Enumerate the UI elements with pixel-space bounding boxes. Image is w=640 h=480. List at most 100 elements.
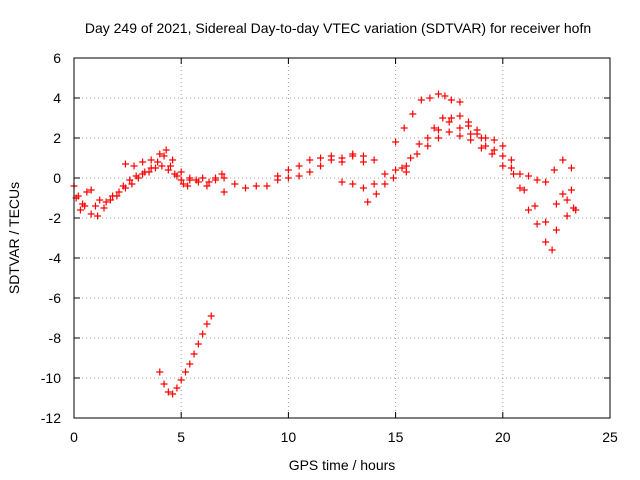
data-point bbox=[203, 182, 211, 190]
data-point bbox=[94, 212, 102, 220]
data-point bbox=[441, 92, 449, 100]
tick-layer: 0 5 10 15 20 25 -12 -10 -8 -6 -4 -2 0 2 4 6 bbox=[41, 50, 618, 445]
data-point bbox=[456, 112, 464, 120]
data-point bbox=[171, 170, 179, 178]
data-point bbox=[490, 146, 498, 154]
data-point bbox=[510, 170, 518, 178]
data-point bbox=[121, 160, 129, 168]
series-track-a bbox=[70, 152, 226, 210]
y-tick-label: -12 bbox=[41, 410, 61, 426]
data-point bbox=[572, 206, 580, 214]
data-point bbox=[87, 210, 95, 218]
data-point bbox=[542, 238, 550, 246]
data-point bbox=[426, 94, 434, 102]
data-point bbox=[102, 198, 110, 206]
data-point bbox=[372, 190, 380, 198]
data-point bbox=[507, 156, 515, 164]
data-point bbox=[220, 174, 228, 182]
series-track-k bbox=[552, 186, 580, 214]
x-tick-label: 5 bbox=[177, 429, 185, 445]
data-point bbox=[203, 320, 211, 328]
data-point bbox=[231, 180, 239, 188]
data-point bbox=[139, 170, 147, 178]
data-point bbox=[415, 140, 423, 148]
data-point bbox=[507, 164, 515, 172]
y-tick-label: -6 bbox=[49, 290, 62, 306]
data-point bbox=[349, 150, 357, 158]
data-point bbox=[447, 96, 455, 104]
series-track-f bbox=[338, 166, 410, 192]
data-point bbox=[424, 134, 432, 142]
data-point bbox=[177, 376, 185, 384]
data-point bbox=[434, 90, 442, 98]
data-point bbox=[488, 150, 496, 158]
data-point bbox=[548, 246, 556, 254]
data-point bbox=[559, 156, 567, 164]
data-point bbox=[218, 170, 226, 178]
data-point bbox=[242, 184, 250, 192]
data-point bbox=[113, 192, 121, 200]
data-point bbox=[563, 196, 571, 204]
x-tick-label: 15 bbox=[388, 429, 404, 445]
data-point bbox=[389, 174, 397, 182]
data-point bbox=[392, 166, 400, 174]
data-point bbox=[284, 166, 292, 174]
data-point bbox=[338, 178, 346, 186]
data-point bbox=[359, 152, 367, 160]
chart-title: Day 249 of 2021, Sidereal Day-to-day VTE… bbox=[85, 20, 591, 36]
plot-frame bbox=[73, 57, 611, 419]
data-point bbox=[190, 350, 198, 358]
data-point bbox=[169, 156, 177, 164]
data-point bbox=[542, 178, 550, 186]
data-point bbox=[177, 168, 185, 176]
data-point bbox=[207, 312, 215, 320]
y-tick-label: -2 bbox=[49, 210, 62, 226]
series-track-i bbox=[430, 112, 575, 186]
data-point bbox=[156, 150, 164, 158]
data-point bbox=[520, 186, 528, 194]
data-point bbox=[162, 146, 170, 154]
data-point bbox=[199, 330, 207, 338]
data-point bbox=[115, 188, 123, 196]
data-point bbox=[295, 172, 303, 180]
data-point bbox=[145, 168, 153, 176]
data-point bbox=[166, 162, 174, 170]
series-track-e bbox=[274, 150, 378, 180]
data-point bbox=[91, 202, 99, 210]
x-tick-label: 20 bbox=[495, 429, 511, 445]
data-point bbox=[139, 158, 147, 166]
data-point bbox=[370, 156, 378, 164]
y-tick-label: -4 bbox=[49, 250, 62, 266]
data-point bbox=[467, 136, 475, 144]
data-point bbox=[464, 122, 472, 130]
data-point bbox=[169, 390, 177, 398]
data-point bbox=[87, 186, 95, 194]
y-tick-label: -10 bbox=[41, 370, 61, 386]
data-point bbox=[490, 136, 498, 144]
y-tick-label: 2 bbox=[53, 130, 61, 146]
data-point bbox=[445, 118, 453, 126]
data-point bbox=[158, 162, 166, 170]
data-point bbox=[160, 152, 168, 160]
y-tick-label: 6 bbox=[53, 50, 61, 66]
data-point bbox=[96, 196, 104, 204]
data-point bbox=[456, 98, 464, 106]
data-point bbox=[147, 156, 155, 164]
data-point bbox=[467, 130, 475, 138]
y-axis-label: SDTVAR / TECUs bbox=[6, 182, 22, 294]
data-point bbox=[306, 156, 314, 164]
x-tick-label: 25 bbox=[602, 429, 618, 445]
data-point bbox=[181, 368, 189, 376]
x-tick-label: 10 bbox=[281, 429, 297, 445]
data-point bbox=[164, 388, 172, 396]
data-point bbox=[128, 180, 136, 188]
data-point bbox=[370, 180, 378, 188]
data-point bbox=[456, 132, 464, 140]
data-point bbox=[160, 380, 168, 388]
data-point bbox=[445, 128, 453, 136]
data-point bbox=[430, 124, 438, 132]
series-track-j bbox=[402, 128, 578, 234]
data-point bbox=[199, 174, 207, 182]
data-point bbox=[364, 198, 372, 206]
